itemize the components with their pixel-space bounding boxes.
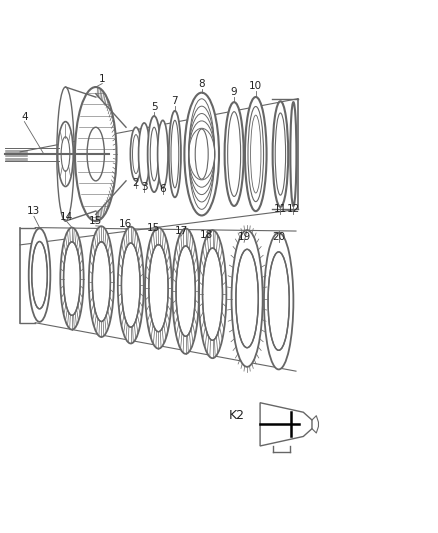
Ellipse shape [264,233,293,369]
Ellipse shape [149,245,168,332]
Ellipse shape [64,242,81,316]
Ellipse shape [245,97,267,211]
Text: 14: 14 [60,212,74,222]
Ellipse shape [61,137,70,172]
Ellipse shape [89,227,114,337]
Ellipse shape [133,135,139,174]
Text: 15: 15 [89,216,102,226]
Ellipse shape [272,101,288,207]
Ellipse shape [176,246,195,336]
Ellipse shape [145,228,172,349]
Text: 4: 4 [21,111,28,122]
Ellipse shape [148,116,161,192]
Text: 10: 10 [249,82,262,91]
Ellipse shape [184,93,219,215]
Text: 3: 3 [141,182,148,192]
Text: 11: 11 [274,204,287,214]
Ellipse shape [75,87,117,221]
Ellipse shape [275,113,286,195]
Text: 16: 16 [119,219,132,229]
Text: 8: 8 [198,79,205,89]
Ellipse shape [171,120,179,188]
Text: 5: 5 [151,102,157,112]
Ellipse shape [58,122,73,187]
Text: 15: 15 [147,223,160,233]
Text: 19: 19 [237,232,251,243]
Ellipse shape [169,111,181,197]
Ellipse shape [202,248,223,340]
Ellipse shape [92,242,110,321]
Text: 20: 20 [272,232,285,243]
Text: 13: 13 [27,206,41,216]
Ellipse shape [87,127,104,181]
Ellipse shape [29,229,50,322]
Text: K2: K2 [228,409,244,422]
Ellipse shape [236,249,258,348]
Ellipse shape [290,102,297,206]
Ellipse shape [225,102,244,206]
Ellipse shape [121,243,140,327]
Text: 17: 17 [174,226,187,236]
Ellipse shape [268,252,289,350]
Ellipse shape [32,241,47,309]
Text: 9: 9 [231,87,237,97]
Polygon shape [260,403,312,446]
Text: 6: 6 [159,184,166,194]
Ellipse shape [158,120,168,188]
Ellipse shape [118,227,144,343]
Ellipse shape [150,127,158,181]
Ellipse shape [228,112,240,197]
Text: 12: 12 [287,204,300,214]
Ellipse shape [199,230,226,358]
Ellipse shape [60,228,84,329]
Text: 1: 1 [99,74,106,84]
Ellipse shape [172,229,199,354]
Ellipse shape [138,123,150,185]
Text: 18: 18 [200,230,213,240]
Text: 2: 2 [133,178,139,188]
Ellipse shape [195,129,208,179]
Ellipse shape [131,127,141,181]
Text: 7: 7 [172,95,178,106]
Ellipse shape [232,230,263,367]
